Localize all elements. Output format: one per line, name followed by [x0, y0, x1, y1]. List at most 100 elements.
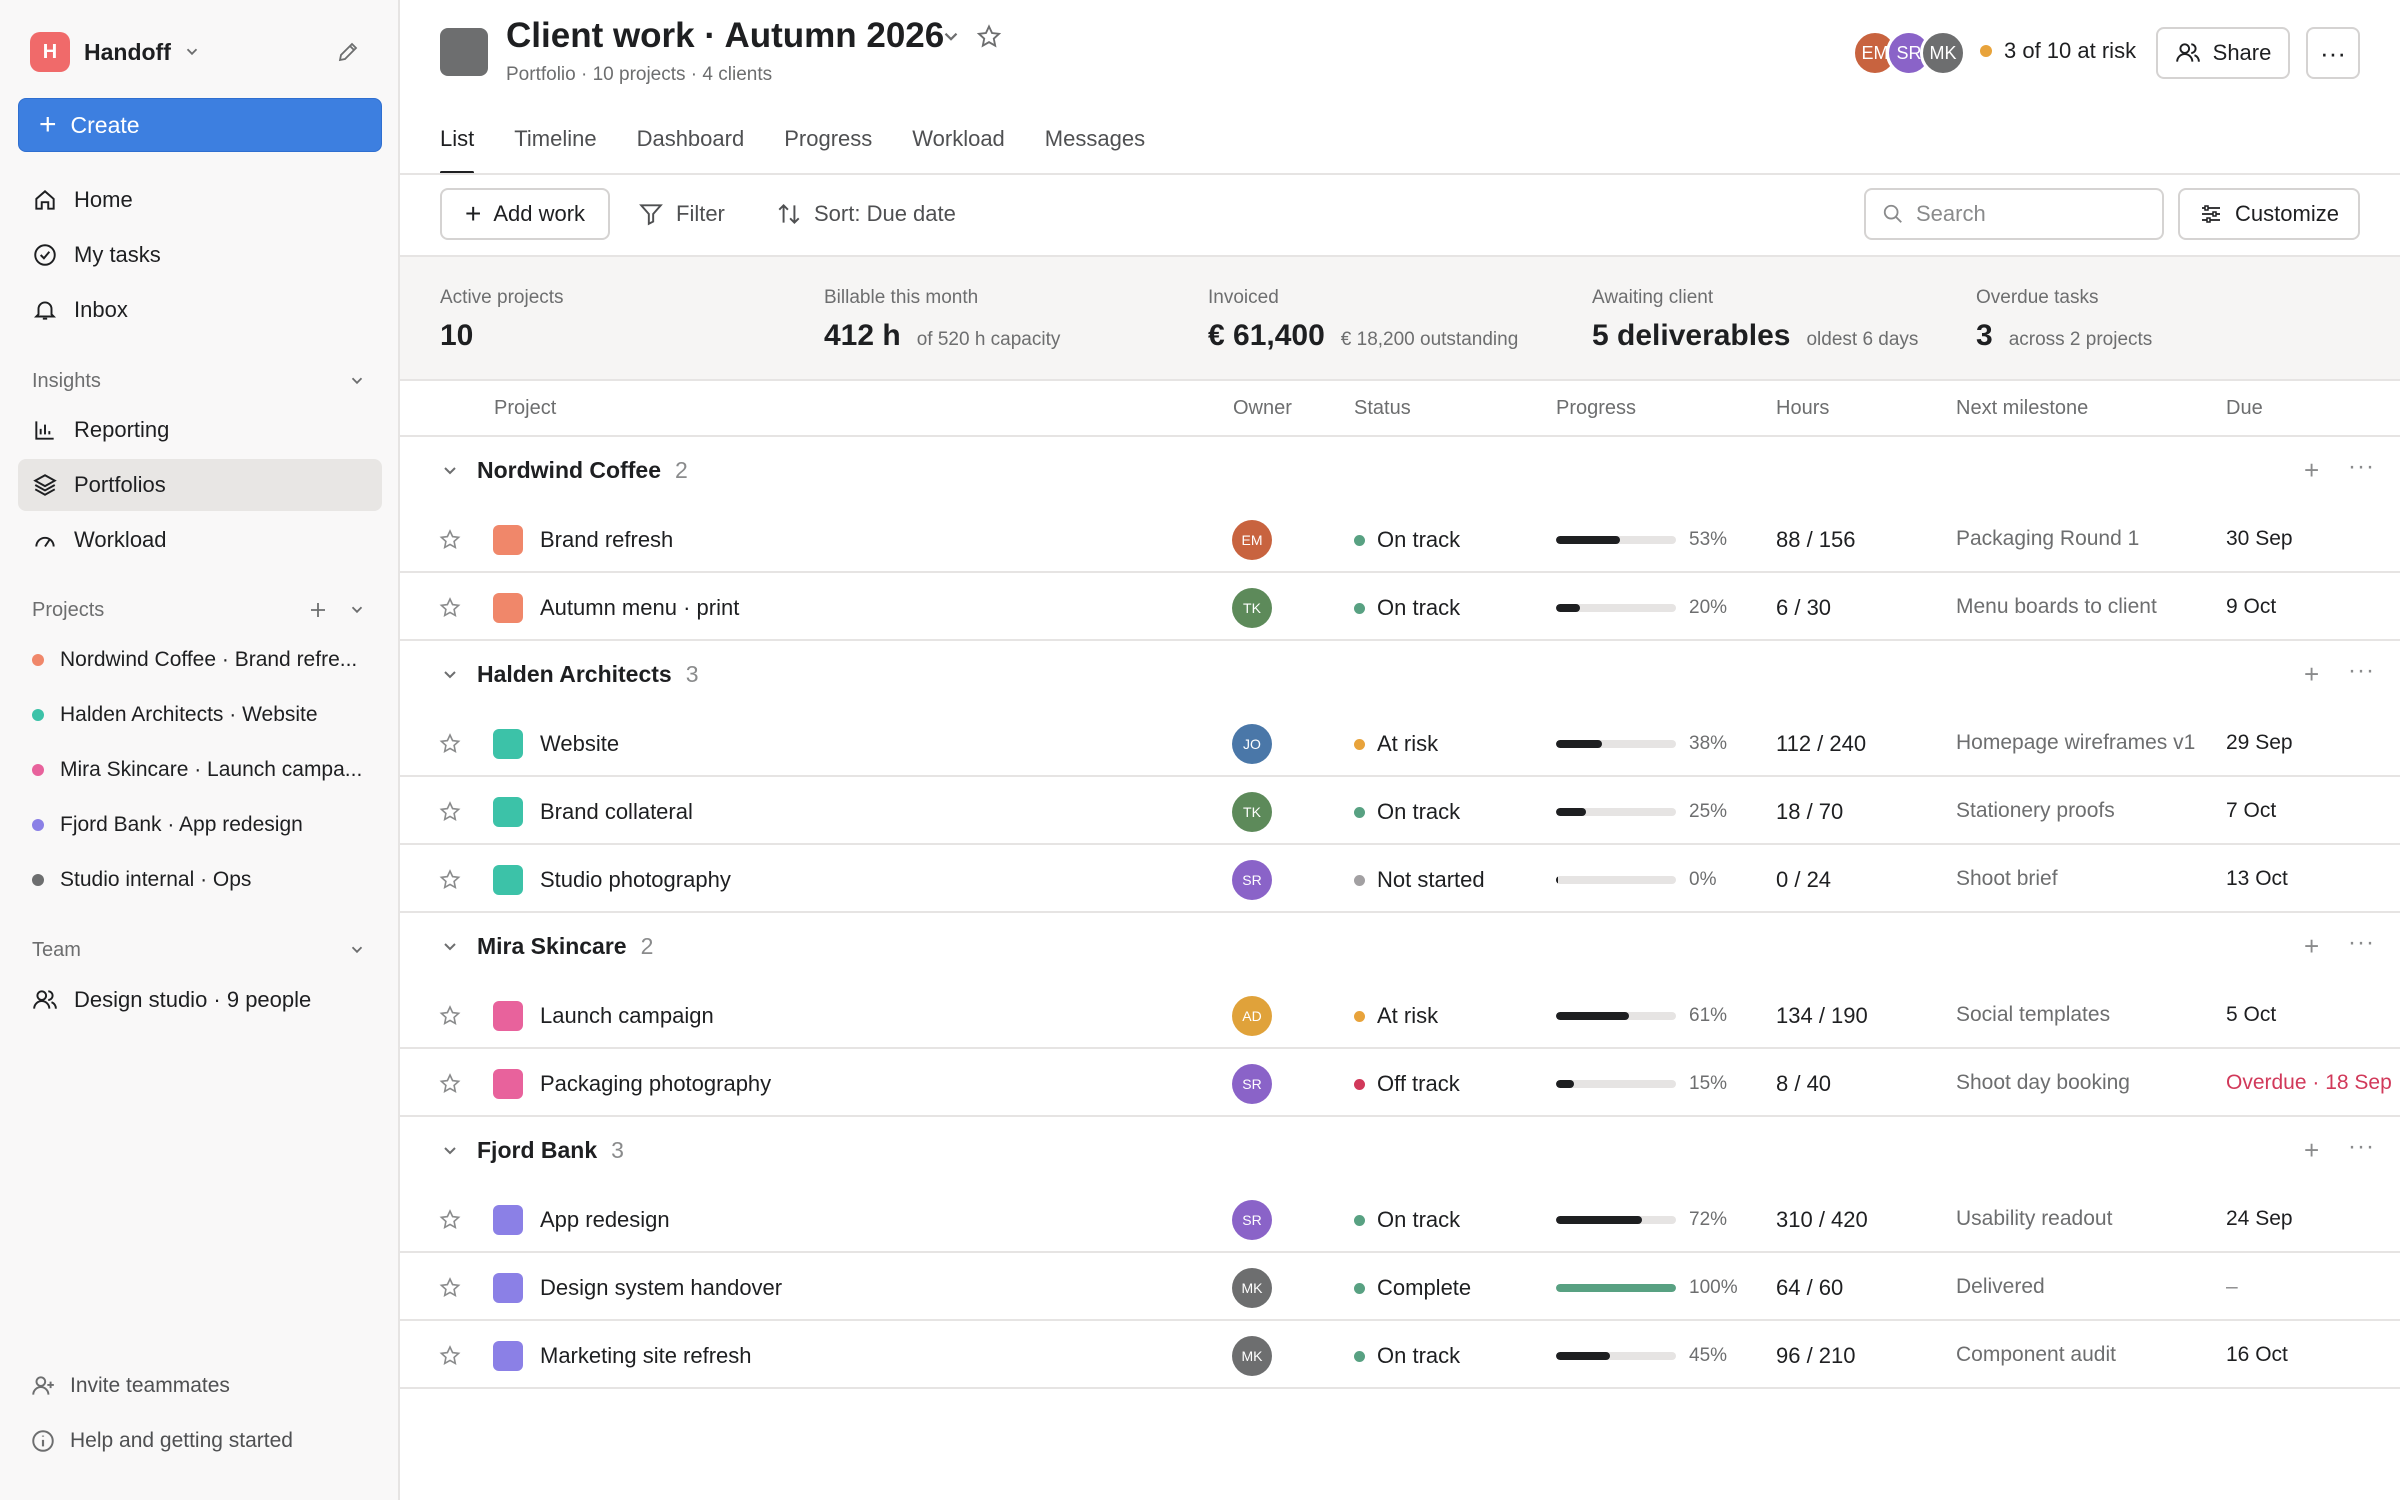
next-milestone[interactable]: Menu boards to client: [1956, 595, 2157, 618]
help-link[interactable]: Help and getting started: [30, 1421, 293, 1461]
tab-progress[interactable]: Progress: [784, 126, 873, 151]
column-header-project[interactable]: Project: [494, 397, 557, 419]
star-icon[interactable]: [438, 868, 462, 892]
star-icon[interactable]: [438, 596, 462, 620]
next-milestone[interactable]: Component audit: [1956, 1343, 2116, 1366]
chevron-down-icon[interactable]: [348, 941, 366, 959]
member-avatars[interactable]: EM SR MK: [1852, 30, 1966, 76]
nav-team-design-studio[interactable]: Design studio · 9 people: [18, 974, 382, 1026]
owner-avatar[interactable]: TK: [1232, 792, 1272, 832]
next-milestone[interactable]: Shoot day booking: [1956, 1071, 2130, 1094]
nav-home[interactable]: Home: [18, 174, 382, 226]
table-row[interactable]: Design system handover MK Complete 100% 64 /…: [400, 1253, 2400, 1321]
next-milestone[interactable]: Packaging Round 1: [1956, 527, 2140, 550]
column-header-hours[interactable]: Hours: [1776, 397, 1830, 419]
table-row[interactable]: Brand collateral TK On track 25% 18 / 70 Stat…: [400, 777, 2400, 845]
owner-avatar[interactable]: MK: [1232, 1268, 1272, 1308]
next-milestone[interactable]: Delivered: [1956, 1275, 2045, 1298]
more-options-button[interactable]: ···: [2306, 27, 2360, 79]
project-name[interactable]: Website: [540, 731, 620, 756]
sidebar-project-fjord[interactable]: Fjord Bank · App redesign: [32, 805, 372, 845]
sidebar-project-nordwind[interactable]: Nordwind Coffee · Brand refre...: [32, 640, 372, 680]
status-badge[interactable]: Complete: [1354, 1275, 1471, 1301]
nav-portfolios[interactable]: Portfolios: [18, 459, 382, 511]
add-row-icon[interactable]: +: [2304, 1135, 2320, 1165]
next-milestone[interactable]: Usability readout: [1956, 1207, 2113, 1230]
project-name[interactable]: Brand collateral: [540, 799, 693, 824]
search-input[interactable]: [1916, 201, 2146, 227]
tab-workload[interactable]: Workload: [912, 126, 1005, 151]
due-date[interactable]: –: [2226, 1275, 2238, 1298]
more-icon[interactable]: ···: [2348, 929, 2375, 956]
due-date[interactable]: 7 Oct: [2226, 799, 2277, 822]
plus-icon[interactable]: [308, 600, 328, 620]
project-name[interactable]: Brand refresh: [540, 527, 674, 552]
next-milestone[interactable]: Social templates: [1956, 1003, 2111, 1026]
group-row[interactable]: Fjord Bank 3 + ···: [400, 1117, 2400, 1185]
nav-reporting[interactable]: Reporting: [18, 404, 382, 456]
tab-messages[interactable]: Messages: [1044, 126, 1146, 151]
chevron-down-icon[interactable]: [440, 665, 460, 685]
column-header-progress[interactable]: Progress: [1556, 397, 1637, 419]
create-button[interactable]: + Create: [18, 98, 382, 152]
chevron-down-icon[interactable]: [440, 461, 460, 481]
project-name[interactable]: Marketing site refresh: [540, 1343, 752, 1368]
star-icon[interactable]: [438, 528, 462, 552]
table-row[interactable]: Packaging photography SR Off track 15% 8 / 4…: [400, 1049, 2400, 1117]
project-name[interactable]: Autumn menu · print: [540, 595, 740, 620]
owner-avatar[interactable]: MK: [1232, 1336, 1272, 1376]
status-badge[interactable]: On track: [1354, 1207, 1460, 1233]
due-date[interactable]: 24 Sep: [2226, 1207, 2293, 1230]
chevron-down-icon[interactable]: [440, 937, 460, 957]
project-name[interactable]: App redesign: [540, 1207, 670, 1232]
star-icon[interactable]: [438, 1276, 462, 1300]
search-box[interactable]: [1864, 188, 2164, 240]
owner-avatar[interactable]: JO: [1232, 724, 1272, 764]
owner-avatar[interactable]: EM: [1232, 520, 1272, 560]
owner-avatar[interactable]: SR: [1232, 1064, 1272, 1104]
table-row[interactable]: Marketing site refresh MK On track 45% 96 / …: [400, 1321, 2400, 1389]
status-badge[interactable]: On track: [1354, 527, 1460, 553]
sidebar-project-halden[interactable]: Halden Architects · Website: [32, 695, 372, 735]
table-row[interactable]: Website JO At risk 38% 112 / 240 Homepage wir…: [400, 709, 2400, 777]
chevron-down-icon[interactable]: [940, 26, 962, 48]
add-row-icon[interactable]: +: [2304, 455, 2320, 485]
add-row-icon[interactable]: +: [2304, 659, 2320, 689]
owner-avatar[interactable]: SR: [1232, 860, 1272, 900]
more-icon[interactable]: ···: [2348, 1133, 2375, 1160]
project-name[interactable]: Studio photography: [540, 867, 731, 892]
owner-avatar[interactable]: TK: [1232, 588, 1272, 628]
next-milestone[interactable]: Stationery proofs: [1956, 799, 2115, 822]
status-badge[interactable]: At risk: [1354, 731, 1438, 757]
column-header-owner[interactable]: Owner: [1233, 397, 1292, 419]
invite-teammates-link[interactable]: Invite teammates: [30, 1366, 230, 1406]
group-row[interactable]: Halden Architects 3 + ···: [400, 641, 2400, 709]
due-date[interactable]: 29 Sep: [2226, 731, 2293, 754]
due-date[interactable]: 16 Oct: [2226, 1343, 2288, 1366]
next-milestone[interactable]: Homepage wireframes v1: [1956, 731, 2196, 754]
add-work-button[interactable]: + Add work: [440, 188, 610, 240]
tab-list[interactable]: List: [440, 122, 475, 174]
nav-my-tasks[interactable]: My tasks: [18, 229, 382, 281]
customize-button[interactable]: Customize: [2178, 188, 2360, 240]
status-badge[interactable]: At risk: [1354, 1003, 1438, 1029]
sort-button[interactable]: Sort: Due date: [776, 188, 956, 240]
table-row[interactable]: Studio photography SR Not started 0% 0 / 24 S…: [400, 845, 2400, 913]
owner-avatar[interactable]: AD: [1232, 996, 1272, 1036]
due-date[interactable]: 5 Oct: [2226, 1003, 2277, 1026]
tab-dashboard[interactable]: Dashboard: [636, 126, 745, 151]
column-header-status[interactable]: Status: [1354, 397, 1411, 419]
table-row[interactable]: Brand refresh EM On track 53% 88 / 156 Packag…: [400, 505, 2400, 573]
share-button[interactable]: Share: [2156, 27, 2290, 79]
add-row-icon[interactable]: +: [2304, 931, 2320, 961]
chevron-down-icon[interactable]: [348, 601, 366, 619]
workspace-switcher[interactable]: H Handoff: [30, 30, 370, 74]
due-date[interactable]: Overdue · 18 Sep: [2226, 1071, 2392, 1094]
due-date[interactable]: 30 Sep: [2226, 527, 2293, 550]
status-badge[interactable]: Off track: [1354, 1071, 1460, 1097]
table-row[interactable]: Launch campaign AD At risk 61% 134 / 190 Soci…: [400, 981, 2400, 1049]
star-icon[interactable]: [438, 1344, 462, 1368]
due-date[interactable]: 13 Oct: [2226, 867, 2288, 890]
tab-timeline[interactable]: Timeline: [514, 126, 597, 151]
table-row[interactable]: Autumn menu · print TK On track 20% 6 / 30 Me…: [400, 573, 2400, 641]
